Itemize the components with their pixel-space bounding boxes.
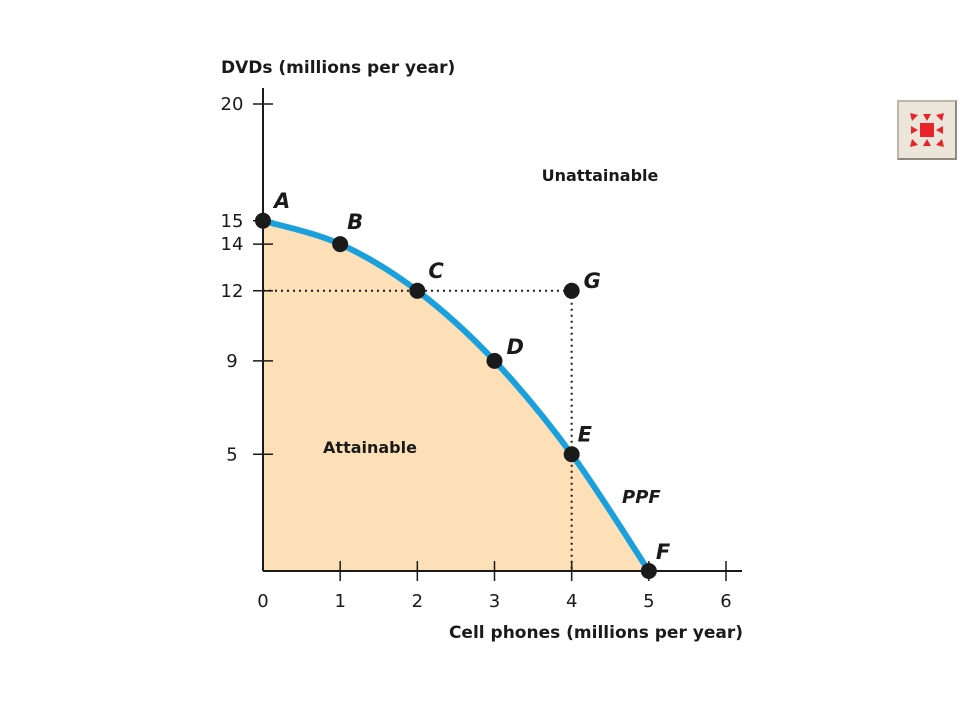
y-tick-label-20: 20 (221, 94, 244, 115)
point-label-a: A (272, 189, 290, 213)
x-tick-label-1: 1 (334, 591, 345, 612)
point-d (486, 352, 503, 369)
y-tick-label-5: 5 (226, 444, 237, 465)
point-label-f: F (656, 540, 671, 564)
attainable-label: Attainable (323, 438, 417, 457)
point-f (640, 563, 657, 579)
x-tick-label-2: 2 (412, 591, 423, 612)
point-g (563, 282, 580, 299)
unattainable-label: Unattainable (542, 166, 659, 185)
expand-arrows-icon (910, 113, 944, 147)
x-tick-label-5: 5 (643, 591, 654, 612)
y-tick-label-9: 9 (226, 351, 237, 372)
y-tick-label-15: 15 (221, 211, 244, 232)
point-label-b: B (347, 210, 363, 234)
x-tick-label-6: 6 (720, 591, 731, 612)
x-tick-label-3: 3 (489, 591, 500, 612)
y-axis-title: DVDs (millions per year) (221, 58, 455, 78)
point-label-e: E (578, 422, 593, 446)
attainable-region (263, 220, 649, 571)
y-tick-label-14: 14 (221, 234, 244, 255)
point-b (332, 236, 349, 253)
origin-label: 0 (257, 591, 268, 612)
point-label-c: C (428, 259, 444, 283)
expand-button[interactable] (897, 100, 957, 160)
point-label-g: G (584, 269, 601, 293)
point-c (409, 282, 426, 299)
x-axis-title: Cell phones (millions per year) (449, 623, 743, 643)
point-label-d: D (507, 335, 524, 359)
point-a (255, 212, 271, 229)
y-tick-label-12: 12 (221, 281, 244, 302)
x-tick-label-4: 4 (566, 591, 577, 612)
ppf-curve-label: PPF (622, 487, 661, 508)
point-e (563, 446, 580, 463)
